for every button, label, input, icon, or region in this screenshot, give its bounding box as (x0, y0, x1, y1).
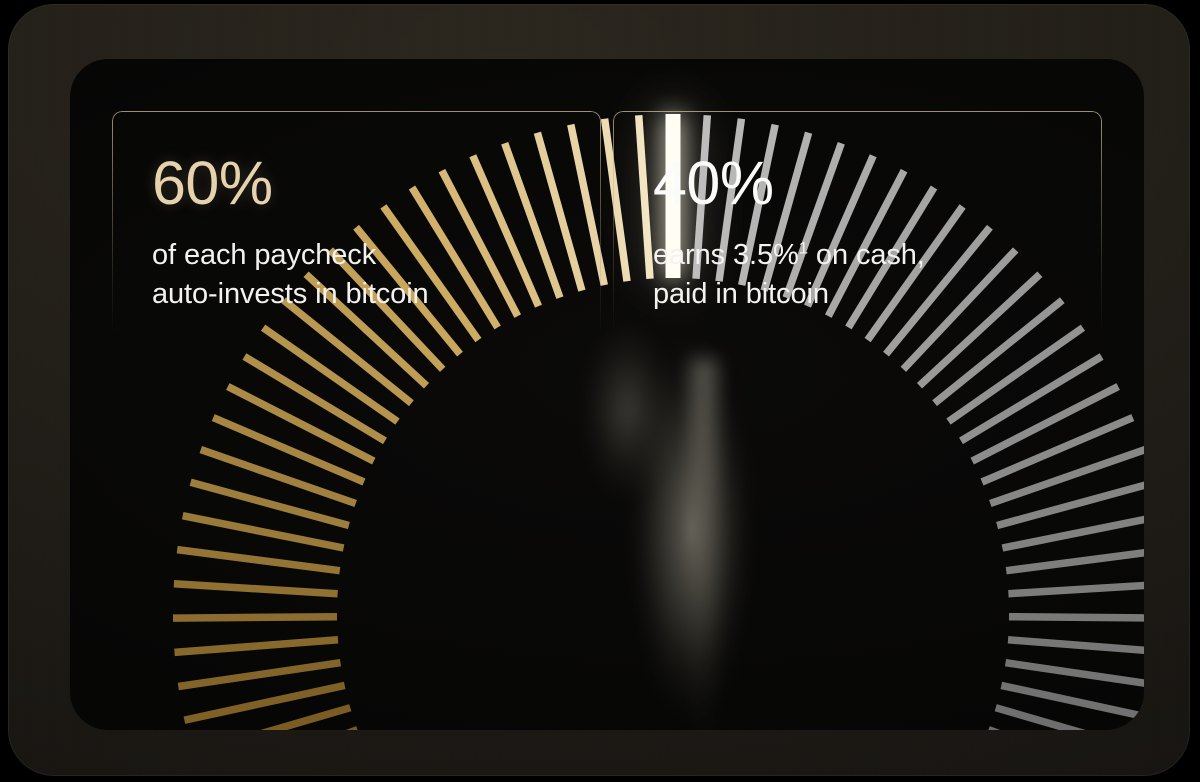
gauge-tick (226, 383, 376, 465)
stat-card-bitcoin-allocation[interactable]: 60% of each paycheck auto-invests in bit… (112, 111, 601, 336)
gauge-tick (172, 612, 338, 622)
gauge-glow (621, 319, 761, 730)
stat-description-cash-post: on cash, paid in bitcoin (653, 239, 925, 310)
gauge-tick (260, 324, 400, 425)
stat-value-cash-allocation: 40% (653, 149, 774, 217)
gauge-tick (994, 704, 1144, 730)
stat-card-cash-allocation[interactable]: 40% earns 3.5%1 on cash, paid in bitcoin (613, 111, 1102, 336)
gauge-tick (1005, 545, 1144, 575)
gauge-tick (211, 414, 366, 486)
gauge-tick (970, 383, 1120, 465)
gauge-tick (177, 658, 342, 691)
stat-description-cash-allocation: earns 3.5%1 on cash, paid in bitcoin (653, 236, 1102, 313)
gauge-tick (946, 324, 1086, 425)
gauge-tick (1007, 636, 1144, 657)
gauge-tick (1008, 612, 1144, 622)
gauge-tick (989, 446, 1144, 508)
stat-description-cash-pre: earns 3.5% (653, 239, 799, 271)
gauge-tick (181, 512, 345, 552)
gauge-tick (980, 414, 1135, 486)
footnote-marker: 1 (798, 238, 808, 258)
stat-panel-row: 60% of each paycheck auto-invests in bit… (112, 111, 1102, 336)
gauge-tick (199, 446, 357, 508)
gauge-tick (191, 704, 352, 730)
gauge-tick (1004, 658, 1144, 691)
gauge-tick (173, 580, 338, 598)
gauge-tick (176, 545, 341, 575)
light-bloom-decoration (568, 314, 689, 554)
gauge-tick (1001, 512, 1144, 552)
gauge-tick (174, 636, 339, 657)
feature-card: 60% of each paycheck auto-invests in bit… (70, 59, 1144, 730)
gauge-tick (959, 353, 1104, 445)
gauge-tick (189, 478, 350, 530)
gauge-tick (183, 681, 346, 724)
gauge-tick (996, 478, 1144, 530)
gauge-tick (1000, 681, 1144, 724)
stat-description-bitcoin-allocation: of each paycheck auto-invests in bitcoin (152, 239, 429, 310)
stat-value-bitcoin-allocation: 60% (152, 149, 273, 217)
gauge-tick (242, 353, 387, 445)
device-frame: 60% of each paycheck auto-invests in bit… (8, 4, 1190, 776)
light-beam-decoration (691, 359, 717, 730)
gauge-tick (1008, 580, 1144, 598)
